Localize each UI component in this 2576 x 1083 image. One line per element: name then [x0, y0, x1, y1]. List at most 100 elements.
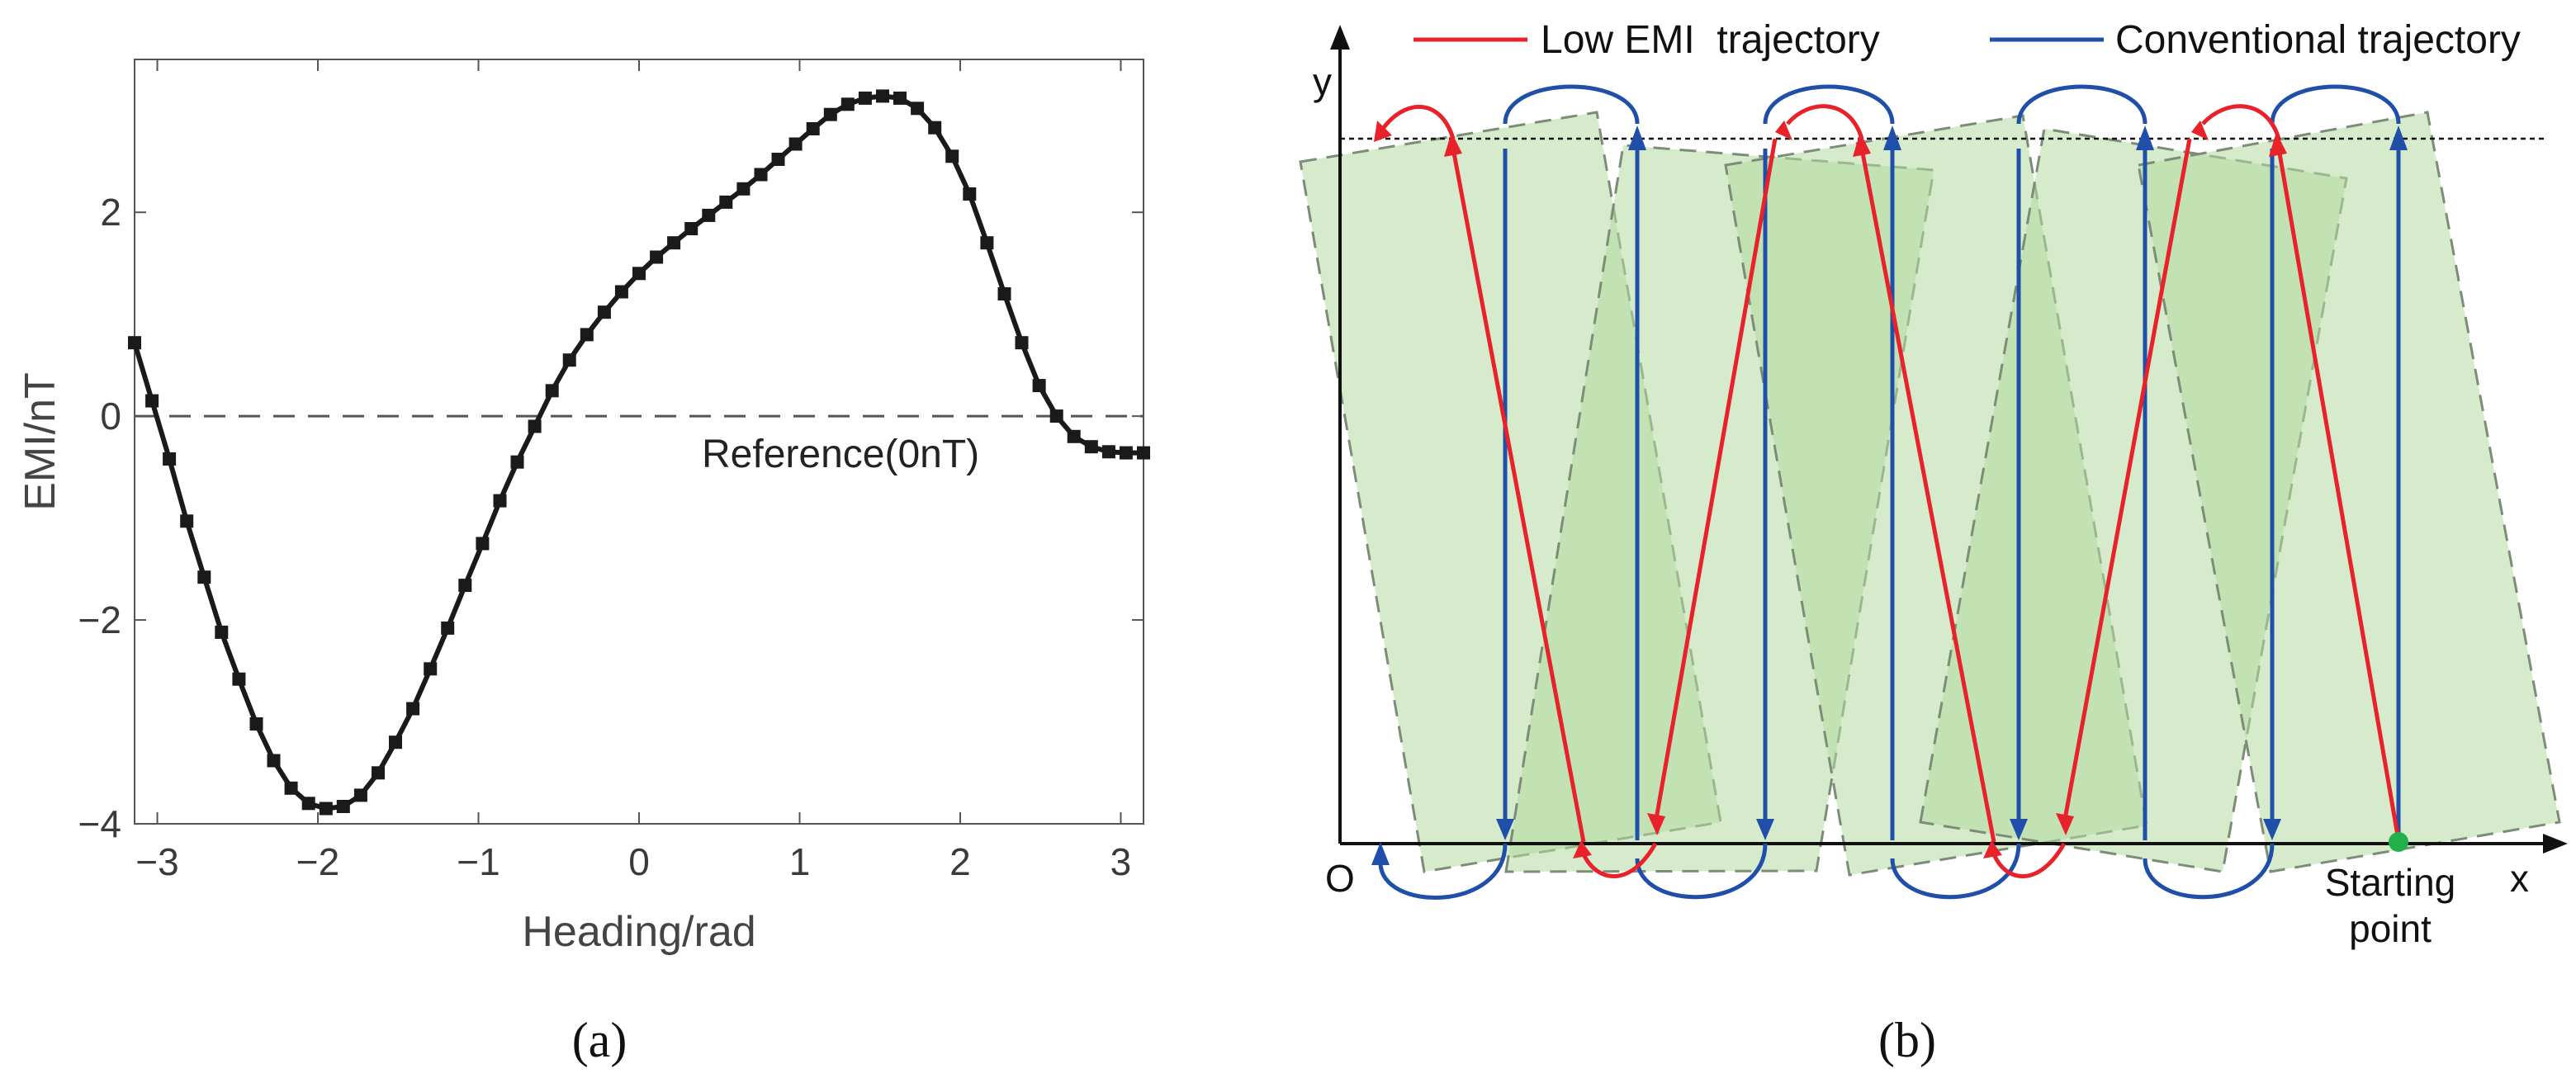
low-emi-arrowheads — [1374, 121, 2287, 858]
data-point-marker — [249, 717, 263, 731]
data-point-marker — [353, 788, 367, 802]
trajectory-schematic: y x O Starting point — [1299, 18, 2568, 1067]
arrowhead — [2056, 813, 2074, 835]
data-point-marker — [301, 797, 315, 811]
data-point-marker — [510, 455, 524, 469]
low-emi-path — [1378, 104, 2401, 878]
panel-label-b: (b) — [1878, 1013, 1936, 1067]
y-tick-label: 2 — [100, 191, 121, 234]
data-point-marker — [1137, 446, 1150, 460]
legend: Low EMI trajectory Conventional trajecto… — [1413, 18, 2521, 62]
data-point-marker — [667, 236, 681, 250]
data-point-marker — [806, 122, 820, 135]
data-point-marker — [1032, 379, 1046, 393]
starting-point-marker — [2389, 832, 2408, 852]
data-point-marker — [476, 537, 490, 551]
data-point-marker — [163, 452, 177, 466]
data-point-marker — [719, 195, 733, 209]
arrowhead — [1496, 819, 1514, 840]
data-point-marker — [580, 328, 594, 342]
x-tick-label: 3 — [1110, 840, 1132, 883]
y-tick-label: −4 — [78, 802, 121, 845]
arrowhead — [2263, 819, 2281, 840]
arrowhead — [1371, 842, 1390, 865]
data-point-marker — [441, 621, 455, 635]
x-tick-label: −2 — [296, 840, 339, 883]
reference-label: Reference(0nT) — [702, 433, 979, 476]
conventional-path — [1378, 84, 2401, 900]
legend-label-low-emi: Low EMI trajectory — [1541, 18, 1880, 62]
data-point-marker — [736, 182, 751, 196]
starting-point-label-line1: Starting — [2325, 861, 2456, 904]
data-point-marker — [1084, 440, 1098, 454]
emi-curve — [132, 93, 1144, 811]
arrowhead — [2191, 121, 2209, 140]
arrowhead — [1775, 121, 1792, 140]
data-point-marker — [911, 102, 925, 116]
data-point-marker — [424, 662, 438, 676]
data-point-marker — [684, 222, 698, 235]
plot-frame — [134, 59, 1144, 825]
data-point-marker — [128, 336, 141, 350]
data-point-marker — [1049, 409, 1063, 423]
data-point-marker — [788, 137, 803, 151]
x-tick-label: 0 — [628, 840, 650, 883]
data-point-marker — [597, 305, 611, 319]
data-point-marker — [493, 494, 507, 508]
data-point-marker — [319, 802, 333, 816]
y-axis-arrowhead — [1330, 25, 1350, 50]
arrowhead — [1983, 840, 2002, 858]
x-tick-label: 1 — [789, 840, 811, 883]
data-point-marker — [841, 97, 855, 111]
arrowhead — [2136, 125, 2154, 150]
data-point-marker — [1119, 446, 1133, 460]
data-point-marker — [963, 187, 977, 201]
arrowhead — [1853, 132, 1871, 157]
data-point-marker — [145, 394, 159, 408]
x-axis-arrowhead — [2543, 834, 2568, 854]
data-point-marker — [406, 702, 420, 716]
x-label: x — [2510, 857, 2529, 900]
panel-label-a: (a) — [572, 1013, 627, 1067]
data-point-marker — [1015, 336, 1029, 350]
conventional-arrowheads — [1371, 125, 2408, 865]
x-tick-label: −1 — [457, 840, 500, 883]
data-point-marker — [528, 419, 542, 433]
arrowhead — [1883, 125, 1901, 150]
arrowhead — [1628, 125, 1646, 150]
data-point-marker — [232, 672, 246, 686]
data-point-marker — [997, 287, 1011, 300]
low-emi-trajectory — [1378, 104, 2401, 878]
origin-label: O — [1325, 857, 1355, 900]
arrowhead — [1374, 121, 1392, 142]
data-point-marker — [197, 570, 211, 584]
data-point-marker — [372, 766, 385, 780]
data-point-marker — [267, 754, 281, 768]
data-point-marker — [928, 121, 942, 135]
x-tick-label: −3 — [135, 840, 178, 883]
data-point-marker — [858, 91, 872, 105]
arrowhead — [2269, 132, 2287, 157]
legend-label-conventional: Conventional trajectory — [2115, 18, 2521, 62]
arrowhead — [2389, 125, 2408, 150]
data-point-marker — [284, 781, 298, 795]
coverage-strips — [1299, 111, 2561, 877]
arrowhead — [1444, 132, 1462, 157]
data-point-marker — [823, 107, 837, 121]
y-axis-label: EMI/nT — [17, 372, 64, 511]
emi-heading-chart: Reference(0nT) −3 −2 −1 0 1 2 3 −4 −2 0 2 Heading/… — [17, 59, 1150, 1067]
starting-point-label-line2: point — [2349, 907, 2432, 950]
arrowhead — [1756, 819, 1774, 840]
data-point-marker — [545, 384, 559, 398]
data-point-marker — [980, 236, 994, 250]
data-point-marker — [389, 735, 402, 750]
coverage-strip-5 — [2137, 111, 2561, 873]
data-point-marker — [180, 514, 194, 528]
x-tick-label: 2 — [949, 840, 971, 883]
arrowhead — [2010, 819, 2028, 840]
data-point-marker — [562, 353, 576, 367]
y-tick-label: 0 — [100, 395, 121, 437]
x-axis-label: Heading/rad — [522, 908, 755, 956]
y-tick-label: −2 — [78, 598, 121, 641]
